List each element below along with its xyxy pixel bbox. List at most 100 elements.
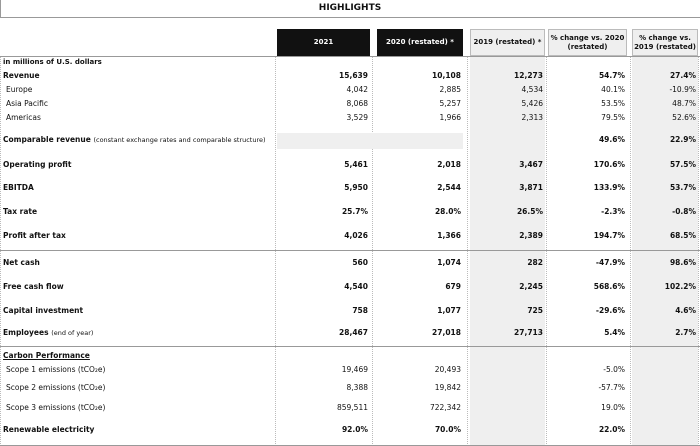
value-cell: 1,077 <box>437 306 461 315</box>
value-cell: 25.7% <box>341 207 368 216</box>
value-cell: 22.0% <box>598 425 625 434</box>
row-label: Capital investment <box>3 306 84 315</box>
value-cell: 133.9% <box>593 183 625 192</box>
value-cell: 758 <box>352 306 368 315</box>
value-cell: 2,544 <box>437 183 461 192</box>
value-cell: -5.0% <box>603 365 625 374</box>
value-cell: 68.5% <box>669 231 696 240</box>
value-cell: 49.6% <box>598 135 625 144</box>
value-cell: 1,366 <box>437 231 461 240</box>
value-cell: 20,493 <box>434 365 461 374</box>
value-cell: 2,389 <box>519 231 543 240</box>
value-cell: 54.7% <box>598 71 625 80</box>
value-cell: 27.4% <box>669 71 696 80</box>
row-note: (constant exchange rates and comparable … <box>93 136 266 144</box>
row-label: Renewable electricity <box>3 425 95 434</box>
row-label: Asia Pacific <box>6 99 48 108</box>
shaded-column <box>470 29 545 446</box>
row-label: Operating profit <box>3 160 72 169</box>
value-cell: 92.0% <box>341 425 368 434</box>
value-cell: 10,108 <box>432 71 461 80</box>
value-cell: -29.6% <box>595 306 625 315</box>
row-label: Employees (end of year) <box>3 328 94 337</box>
value-cell: 70.0% <box>434 425 461 434</box>
value-cell: 4,540 <box>344 282 368 291</box>
value-cell: 26.5% <box>516 207 543 216</box>
value-cell: 5.4% <box>604 328 625 337</box>
value-cell: 52.6% <box>672 113 696 122</box>
value-cell: 27,018 <box>432 328 461 337</box>
row-label: Tax rate <box>3 207 38 216</box>
value-cell: 53.5% <box>601 99 625 108</box>
column-header: % change vs. 2020 (restated) <box>548 29 627 56</box>
column-header: 2021 <box>277 29 370 56</box>
value-cell: 102.2% <box>664 282 696 291</box>
column-header: 2020 (restated) * <box>377 29 463 56</box>
column-separator <box>372 56 373 446</box>
value-cell: 194.7% <box>593 231 625 240</box>
row-label: Net cash <box>3 258 40 267</box>
value-cell: 19.0% <box>601 403 625 412</box>
value-cell: 5,257 <box>439 99 461 108</box>
column-separator <box>467 56 468 446</box>
value-cell: -0.8% <box>672 207 696 216</box>
row-label: Scope 2 emissions (tCO₂e) <box>6 383 106 392</box>
value-cell: 3,871 <box>519 183 543 192</box>
title-band <box>0 0 700 18</box>
value-cell: 3,467 <box>519 160 543 169</box>
column-header: 2019 (restated) * <box>470 29 545 56</box>
row-label: Comparable revenue (constant exchange ra… <box>3 135 266 144</box>
value-cell: 722,342 <box>429 403 461 412</box>
value-cell: 12,273 <box>514 71 543 80</box>
column-header: % change vs. 2019 (restated) <box>632 29 698 56</box>
shaded-column <box>632 29 698 446</box>
value-cell: 5,950 <box>344 183 368 192</box>
row-label: Scope 1 emissions (tCO₂e) <box>6 365 106 374</box>
value-cell: 170.6% <box>593 160 625 169</box>
value-cell: 679 <box>445 282 461 291</box>
row-label: Revenue <box>3 71 40 80</box>
value-cell: 28.0% <box>434 207 461 216</box>
value-cell: 15,639 <box>339 71 368 80</box>
column-separator <box>275 56 276 446</box>
value-cell: 8,068 <box>346 99 368 108</box>
value-cell: 4.6% <box>675 306 696 315</box>
value-cell: 2.7% <box>675 328 696 337</box>
row-rule <box>0 250 700 251</box>
value-cell: 28,467 <box>339 328 368 337</box>
value-cell: 48.7% <box>672 99 696 108</box>
row-label: Profit after tax <box>3 231 66 240</box>
value-cell: 282 <box>527 258 543 267</box>
value-cell: 53.7% <box>669 183 696 192</box>
row-label: Free cash flow <box>3 282 64 291</box>
value-cell: 568.6% <box>593 282 625 291</box>
value-cell: 4,026 <box>344 231 368 240</box>
row-rule <box>0 346 700 347</box>
value-cell: 2,313 <box>521 113 543 122</box>
value-cell: -2.3% <box>601 207 625 216</box>
value-cell: 5,426 <box>521 99 543 108</box>
row-label: in millions of U.S. dollars <box>3 58 102 66</box>
value-cell: 98.6% <box>669 258 696 267</box>
title: HIGHLIGHTS <box>318 3 382 13</box>
row-label: Americas <box>6 113 41 122</box>
row-label: Scope 3 emissions (tCO₂e) <box>6 403 106 412</box>
value-cell: 560 <box>352 258 368 267</box>
row-label: Carbon Performance <box>3 351 90 360</box>
value-cell: 8,388 <box>346 383 368 392</box>
value-cell: 57.5% <box>669 160 696 169</box>
value-cell: 2,245 <box>519 282 543 291</box>
row-label: Europe <box>6 85 33 94</box>
value-cell: 1,074 <box>437 258 461 267</box>
column-separator <box>0 56 1 446</box>
value-cell: 40.1% <box>601 85 625 94</box>
value-cell: 2,018 <box>437 160 461 169</box>
value-cell: 4,042 <box>346 85 368 94</box>
value-cell: 22.9% <box>669 135 696 144</box>
column-separator <box>630 56 631 446</box>
value-cell: 19,469 <box>341 365 368 374</box>
value-cell: 725 <box>527 306 543 315</box>
column-separator <box>546 56 547 446</box>
value-cell: -47.9% <box>595 258 625 267</box>
value-cell: 859,511 <box>336 403 368 412</box>
